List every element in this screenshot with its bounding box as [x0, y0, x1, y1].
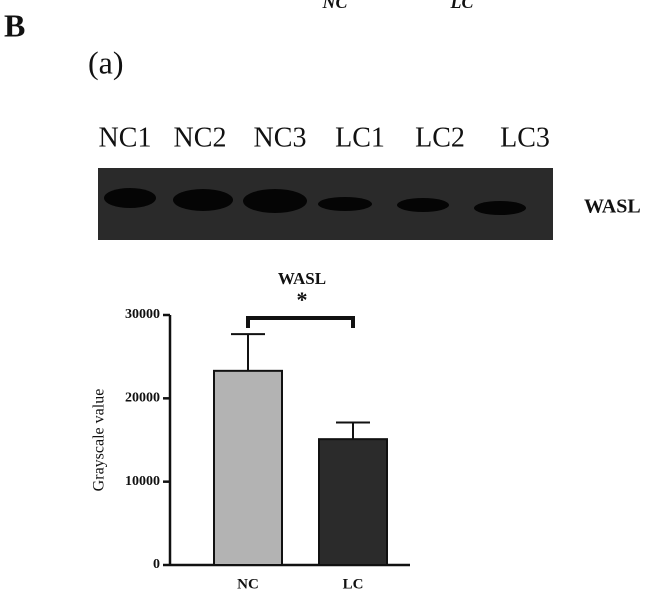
x-tick-label: LC: [343, 576, 364, 592]
y-tick-label: 10000: [125, 474, 160, 489]
lane-label: NC1: [99, 122, 152, 153]
significance: *: [297, 287, 308, 312]
panel-label: B: [4, 7, 25, 43]
lane-label: NC3: [254, 122, 307, 153]
y-tick-label: 0: [153, 557, 160, 572]
top-label: NC: [321, 0, 348, 12]
lane-label: NC2: [174, 122, 227, 153]
significance-bracket: [246, 316, 355, 328]
bar: [318, 438, 388, 566]
y-tick-label: 30000: [125, 307, 160, 322]
subpanel-label: (a): [88, 44, 124, 80]
bands: [104, 188, 526, 215]
blot-protein: WASL: [584, 196, 641, 218]
lane-label: LC1: [335, 122, 385, 153]
lane-label: LC3: [500, 122, 550, 153]
chart-title: WASL: [278, 269, 326, 288]
y-axis-label: Grayscale value: [91, 389, 108, 492]
bar: [213, 369, 283, 567]
y-tick-label: 20000: [125, 391, 160, 406]
lane-label: LC2: [415, 122, 465, 153]
x-tick-label: NC: [237, 576, 259, 592]
top-label: LC: [449, 0, 474, 12]
